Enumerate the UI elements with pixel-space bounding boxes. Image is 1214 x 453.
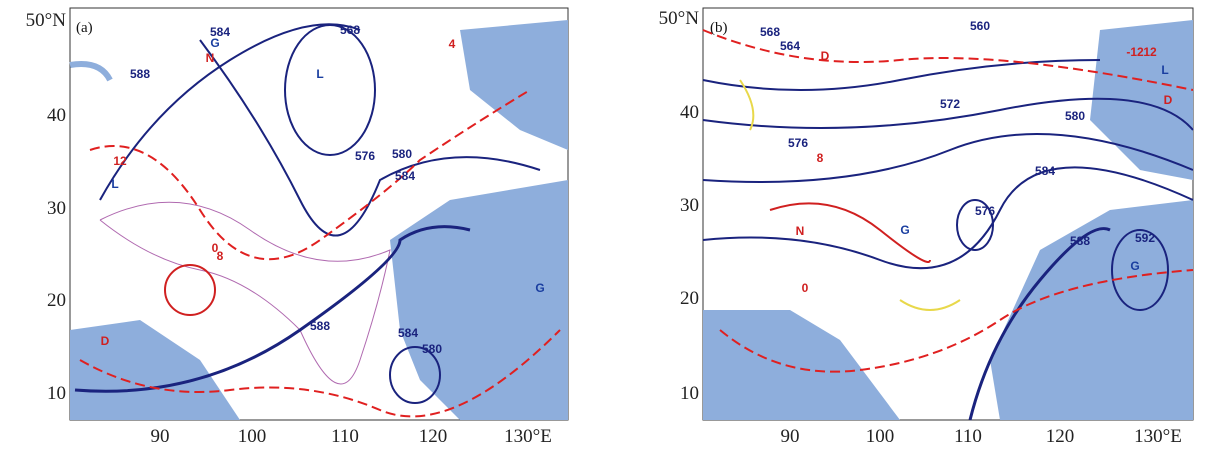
y-tick-label: 50°N [659,8,700,29]
contour-label: 12 [1143,45,1157,59]
x-tick-label: 120 [1046,426,1075,447]
contour-label: 588 [130,67,150,81]
contour-label: D [1164,93,1173,107]
x-tick-label: 130°E [504,426,552,447]
y-tick-label: 10 [47,383,66,404]
contour-label: 568 [760,25,780,39]
contour-label: N [206,51,215,65]
contour-label: 8 [217,249,224,263]
y-tick-label: 20 [47,290,66,311]
contour-label: 568 [340,23,360,37]
contour-label: 560 [970,19,990,33]
contour-label: G [535,281,544,295]
contour-label: 588 [310,319,330,333]
contour-label: 588 [1070,234,1090,248]
map-b [702,7,1194,421]
x-tick-label: 90 [781,426,800,447]
x-tick-label: 100 [238,426,267,447]
contour-label: 584 [1035,164,1055,178]
contour-label: 584 [210,25,230,39]
contour-label: 4 [449,37,456,51]
contour-label: D [821,49,830,63]
contour-label: 0 [212,241,219,255]
contour-label: 8 [817,151,824,165]
x-tick-label: 130°E [1134,426,1182,447]
x-tick-label: 110 [954,426,982,447]
contour-label: L [1161,63,1168,77]
contour-label: 576 [788,136,808,150]
y-tick-label: 30 [47,198,66,219]
contour-label: 572 [940,97,960,111]
y-tick-label: 10 [680,383,699,404]
contour-label: 580 [1065,109,1085,123]
x-tick-label: 110 [331,426,359,447]
contour-label: -12 [1126,45,1144,59]
contour-label: L [111,177,118,191]
contour-label: 592 [1135,231,1155,245]
contour-label: 580 [422,342,442,356]
contour-label: 584 [398,326,418,340]
contour-label: G [1130,259,1139,273]
contour-label: 584 [395,169,415,183]
contour-label: N [796,224,805,238]
x-tick-label: 100 [866,426,895,447]
y-tick-label: 20 [680,288,699,309]
contour-label: 564 [780,39,800,53]
contour-label: L [316,67,323,81]
contour-label: 0 [802,281,809,295]
y-tick-label: 40 [680,102,699,123]
y-tick-label: 40 [47,105,66,126]
contour-label: G [900,223,909,237]
contour-label: 576 [975,204,995,218]
x-tick-label: 90 [151,426,170,447]
x-tick-label: 120 [419,426,448,447]
contour-label: G [210,36,219,50]
contour-label: D [101,334,110,348]
map-a [69,7,569,421]
contour-label: 580 [392,147,412,161]
panel-label: (a) [76,20,93,36]
contour-label: 576 [355,149,375,163]
contour-label: 12 [113,154,127,168]
panel-label: (b) [710,20,728,36]
y-tick-label: 30 [680,195,699,216]
y-tick-label: 50°N [26,10,67,31]
